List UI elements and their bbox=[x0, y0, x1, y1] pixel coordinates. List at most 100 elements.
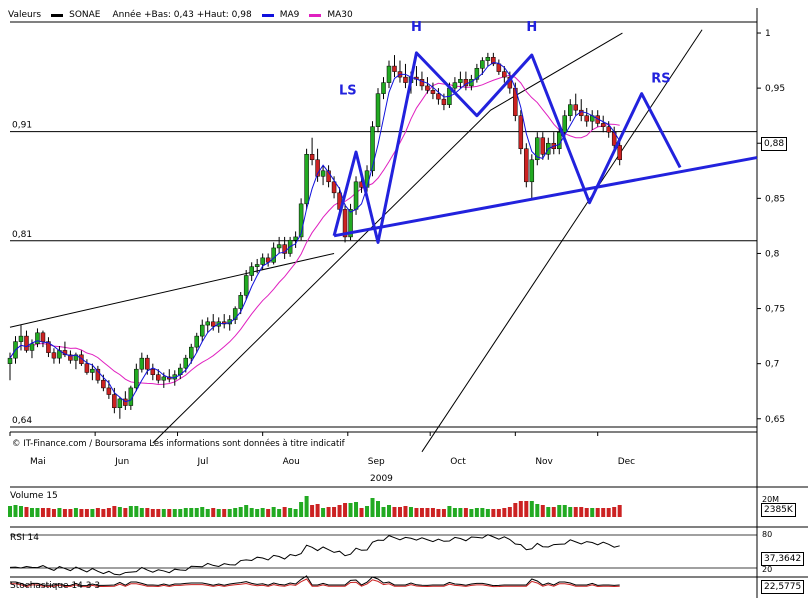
volume-bar bbox=[29, 508, 34, 517]
volume-bar bbox=[403, 506, 408, 517]
pattern-labels: LS H H RS bbox=[339, 20, 671, 99]
head-shoulders-pattern bbox=[332, 51, 758, 244]
volume-bar bbox=[370, 498, 375, 517]
legend-ma30: MA30 bbox=[327, 10, 353, 20]
volume-bar bbox=[222, 509, 227, 517]
volume-bar bbox=[441, 509, 446, 517]
volume-bar bbox=[535, 504, 540, 517]
candle-body bbox=[134, 368, 139, 389]
volume-bar bbox=[430, 508, 435, 517]
volume-bar bbox=[249, 508, 254, 517]
candle-body bbox=[491, 57, 496, 65]
y-tick-label: 0,7 bbox=[765, 360, 779, 370]
volume-bar bbox=[299, 502, 304, 517]
volume-bar bbox=[612, 507, 617, 517]
candle-body bbox=[84, 363, 90, 373]
candle-body bbox=[101, 379, 106, 389]
candle-body bbox=[535, 137, 540, 161]
rsi-panel-label: RSI 14 bbox=[10, 533, 39, 543]
candle-body bbox=[249, 266, 254, 276]
volume-bar bbox=[557, 505, 562, 517]
volume-bar bbox=[156, 509, 161, 517]
candle-body bbox=[315, 159, 320, 177]
volume-bar bbox=[579, 507, 584, 517]
candle-body bbox=[260, 257, 265, 265]
candle-body bbox=[331, 181, 337, 194]
volume-bar bbox=[112, 506, 117, 517]
volume-bar bbox=[381, 507, 386, 517]
candle-body bbox=[364, 170, 370, 188]
stoch-panel-label: Stochastique 14 3 3 bbox=[10, 581, 100, 591]
volume-bar bbox=[491, 509, 496, 517]
volume-bar bbox=[211, 508, 216, 517]
candle-body bbox=[79, 354, 84, 364]
panel-frames bbox=[10, 8, 808, 598]
volume-panel-label: Volume 15 bbox=[10, 491, 58, 501]
candle-body bbox=[139, 357, 145, 370]
candle-body bbox=[600, 123, 606, 127]
candle-body bbox=[485, 57, 491, 61]
volume-scale-label: 20M bbox=[762, 495, 779, 504]
volume-bar bbox=[529, 501, 534, 517]
candle-body bbox=[46, 341, 51, 353]
volume-bar bbox=[244, 505, 249, 517]
candle-body bbox=[243, 275, 249, 296]
volume-bar bbox=[24, 507, 29, 517]
volume-bar bbox=[194, 508, 199, 517]
candle-body bbox=[293, 236, 298, 241]
candle-body bbox=[210, 321, 216, 327]
ma9-line bbox=[9, 61, 621, 403]
candle-body bbox=[518, 115, 524, 149]
candle-body bbox=[540, 137, 546, 155]
volume-bar bbox=[348, 503, 353, 517]
x-tick-label: Dec bbox=[618, 457, 635, 467]
candle-body bbox=[474, 68, 480, 80]
candle-body bbox=[304, 154, 309, 205]
volume-bars bbox=[8, 496, 622, 517]
volume-bar bbox=[397, 507, 402, 517]
volume-bar bbox=[145, 508, 150, 517]
candle-body bbox=[375, 93, 381, 127]
pattern-label: RS bbox=[651, 72, 670, 87]
x-tick-label: Jun bbox=[114, 457, 129, 467]
volume-bar bbox=[419, 508, 424, 517]
volume-bar bbox=[326, 507, 331, 517]
pattern-label: H bbox=[411, 20, 422, 35]
volume-bar bbox=[590, 508, 595, 517]
x-tick-label: Sep bbox=[368, 457, 385, 467]
trendlines bbox=[9, 29, 703, 453]
volume-bar bbox=[216, 509, 221, 517]
volume-bar bbox=[95, 508, 100, 517]
candle-body bbox=[573, 104, 578, 111]
candle-body bbox=[7, 357, 13, 364]
candle-body bbox=[320, 170, 326, 177]
candle-body bbox=[123, 398, 128, 406]
volume-bar bbox=[200, 507, 205, 517]
rsi-value-tag: 37,3642 bbox=[761, 552, 805, 566]
candle-body bbox=[112, 394, 117, 409]
volume-bar bbox=[354, 502, 359, 517]
rsi-line bbox=[9, 534, 620, 576]
volume-bar bbox=[310, 505, 315, 517]
x-axis-ticks: Mai Jun Jul Aou Sep Oct Nov Dec bbox=[9, 432, 635, 467]
trend-line bbox=[9, 252, 335, 328]
candle-body bbox=[353, 181, 359, 210]
volume-bar bbox=[584, 508, 589, 517]
year-label: 2009 bbox=[370, 474, 393, 484]
volume-bar bbox=[106, 508, 111, 517]
candle-body bbox=[562, 115, 568, 133]
candle-body bbox=[557, 131, 562, 149]
candle-body bbox=[95, 368, 101, 381]
volume-bar bbox=[51, 509, 56, 517]
stoch-value-tag: 22,5775 bbox=[761, 580, 805, 594]
volume-bar bbox=[117, 507, 122, 517]
candle-body bbox=[254, 264, 260, 267]
legend-year-range: Année +Bas: 0,43 +Haut: 0,98 bbox=[112, 10, 252, 20]
volume-bar bbox=[469, 509, 474, 517]
candle-body bbox=[502, 71, 507, 78]
pattern-label: LS bbox=[339, 84, 357, 99]
volume-bar bbox=[513, 503, 518, 517]
ticker-swatch bbox=[51, 13, 64, 17]
volume-bar bbox=[507, 507, 512, 517]
